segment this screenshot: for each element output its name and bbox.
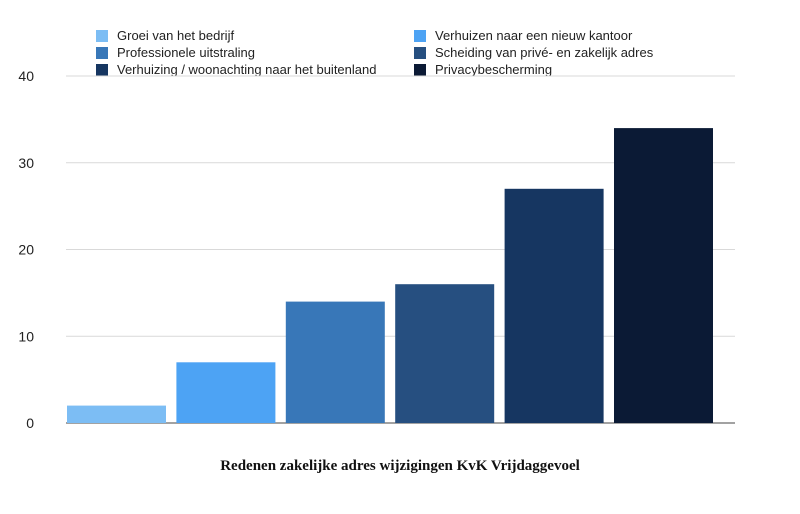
legend-label: Verhuizing / woonachting naar het buiten…	[117, 62, 377, 77]
legend: Groei van het bedrijf Verhuizen naar een…	[96, 28, 736, 77]
y-tick-label: 40	[18, 68, 34, 84]
legend-swatch	[414, 29, 426, 42]
legend-item: Scheiding van privé- en zakelijk adres	[414, 45, 736, 60]
bar	[395, 284, 495, 423]
legend-item: Verhuizen naar een nieuw kantoor	[414, 28, 736, 43]
legend-swatch	[414, 46, 426, 59]
bar	[285, 301, 385, 423]
bar	[614, 128, 713, 423]
legend-label: Groei van het bedrijf	[117, 28, 235, 43]
legend-swatch	[96, 29, 108, 42]
chart-title: Redenen zakelijke adres wijzigingen KvK …	[220, 458, 580, 474]
y-tick-label: 0	[26, 415, 34, 431]
legend-label: Privacybescherming	[435, 62, 553, 77]
legend-swatch	[414, 63, 426, 76]
bar	[67, 405, 166, 423]
legend-swatch	[96, 46, 108, 59]
y-tick-label: 20	[18, 242, 34, 258]
legend-label: Scheiding van privé- en zakelijk adres	[435, 45, 654, 60]
legend-item: Verhuizing / woonachting naar het buiten…	[96, 62, 414, 77]
legend-item: Groei van het bedrijf	[96, 28, 414, 43]
y-tick-label: 30	[18, 155, 34, 171]
legend-item: Professionele uitstraling	[96, 45, 414, 60]
y-tick-label: 10	[18, 328, 34, 344]
legend-item: Privacybescherming	[414, 62, 736, 77]
bar	[176, 362, 276, 423]
legend-swatch	[96, 63, 108, 76]
legend-label: Verhuizen naar een nieuw kantoor	[435, 28, 633, 43]
bar	[504, 188, 604, 423]
legend-label: Professionele uitstraling	[117, 45, 256, 60]
